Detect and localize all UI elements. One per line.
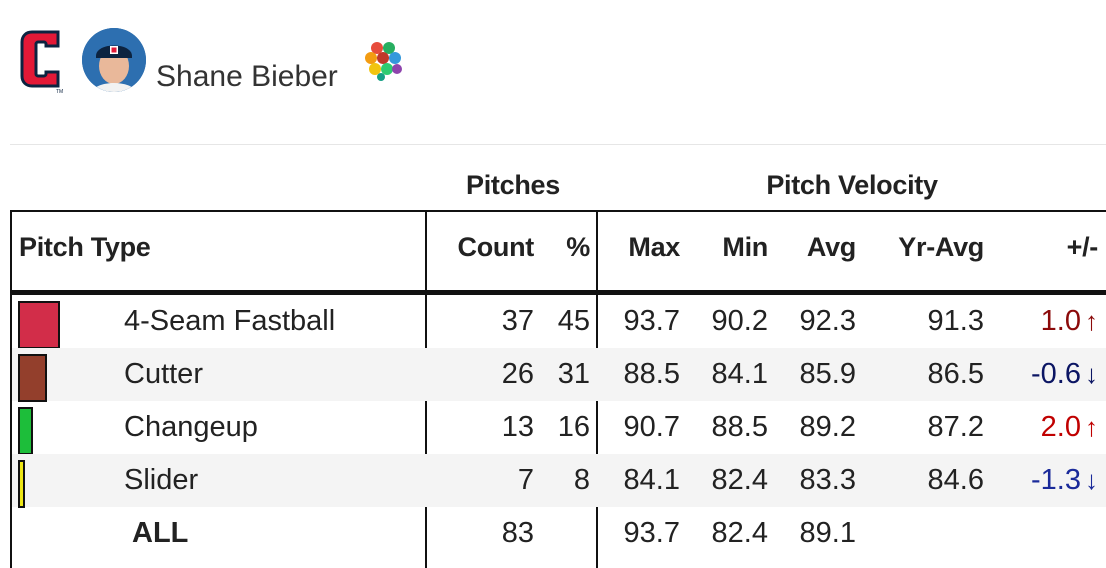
velocity-max: 88.5 [623,358,680,390]
delta-value: -0.6 [1031,358,1081,390]
pitch-color-swatch [18,460,25,508]
arrow-up-icon: ↑ [1085,412,1098,442]
velocity-yr-avg: 84.6 [927,464,984,496]
table-row: Changeup 13 16 90.7 88.5 89.2 87.2 2.0 ↑ [12,401,1106,455]
velocity-min: 82.4 [711,464,768,496]
col-header-yr-avg: Yr-Avg [898,232,984,262]
velocity-max: 84.1 [623,464,680,496]
col-header-pct: % [566,232,590,262]
arrow-down-icon: ↓ [1085,465,1098,495]
cleveland-c-logo-icon: TM [20,30,63,94]
col-header-count: Count [457,232,535,262]
velocity-yr-avg: 87.2 [927,411,984,443]
pitch-pct: 31 [557,358,590,390]
total-count: 83 [501,517,534,549]
arrow-down-icon: ↓ [1085,359,1098,389]
pitch-pct: 8 [573,464,590,496]
delta-value: -1.3 [1031,464,1081,496]
pitch-pct: 16 [557,411,590,443]
velocity-avg: 85.9 [799,358,856,390]
table-row: 4-Seam Fastball 37 45 93.7 90.2 92.3 91.3 1.0 ↑ [12,295,1106,349]
table-top-border [10,210,1106,212]
total-label: ALL [132,517,189,549]
pitch-type-name: 4-Seam Fastball [124,305,336,337]
player-headshot-icon [82,28,146,92]
arrow-up-icon: ↑ [1085,306,1098,336]
velocity-max: 90.7 [623,411,680,443]
velocity-min: 90.2 [711,305,768,337]
velocity-yr-avg: 91.3 [927,305,984,337]
velocity-yr-avg: 86.5 [927,358,984,390]
pitch-type-name: Cutter [124,358,203,390]
pitch-type-name: Changeup [124,411,258,443]
velocity-avg: 89.2 [799,411,856,443]
table-left-border [10,210,12,568]
total-min: 82.4 [711,517,768,549]
pitch-color-swatch [18,301,60,349]
pitch-color-swatch [18,354,47,402]
player-header: TM Shane Bieber [0,0,1106,140]
velocity-min: 84.1 [711,358,768,390]
velocity-delta: -0.6 ↓ [1002,358,1098,391]
velocity-delta: 1.0 ↑ [1002,305,1098,338]
header-divider [10,144,1106,145]
pitch-pct: 45 [557,305,590,337]
table-row: Slider 7 8 84.1 82.4 83.3 84.6 -1.3 ↓ [12,454,1106,508]
rainbow-dots-icon [365,42,402,81]
total-max: 93.7 [623,517,680,549]
table-row: Cutter 26 31 88.5 84.1 85.9 86.5 -0.6 ↓ [12,348,1106,402]
col-header-pitch-type: Pitch Type [19,232,151,262]
pitch-count: 7 [517,464,534,496]
col-header-delta: +/- [1066,232,1099,262]
total-avg: 89.1 [799,517,856,549]
velocity-max: 93.7 [623,305,680,337]
player-name: Shane Bieber [156,60,338,93]
svg-text:TM: TM [56,89,63,94]
pitch-color-swatch [18,407,33,455]
velocity-delta: -1.3 ↓ [1002,464,1098,497]
velocity-avg: 92.3 [799,305,856,337]
header-underline [10,290,1106,295]
pitch-count: 37 [501,305,534,337]
pitch-count: 13 [501,411,534,443]
total-row: ALL 83 93.7 82.4 89.1 [12,507,1106,560]
delta-value: 1.0 [1040,305,1081,337]
velocity-delta: 2.0 ↑ [1002,411,1098,444]
col-header-avg: Avg [806,232,856,262]
pitch-count: 26 [501,358,534,390]
col-header-min: Min [722,232,768,262]
col-header-max: Max [628,232,680,262]
velocity-min: 88.5 [711,411,768,443]
delta-value: 2.0 [1040,411,1081,443]
group-header-pitches: Pitches [466,170,560,200]
pitch-table: Pitch Type Count % Max Min Avg Yr-Avg +/… [10,210,1106,568]
velocity-avg: 83.3 [799,464,856,496]
group-header-velocity: Pitch Velocity [766,170,938,200]
pitch-type-name: Slider [124,464,199,496]
